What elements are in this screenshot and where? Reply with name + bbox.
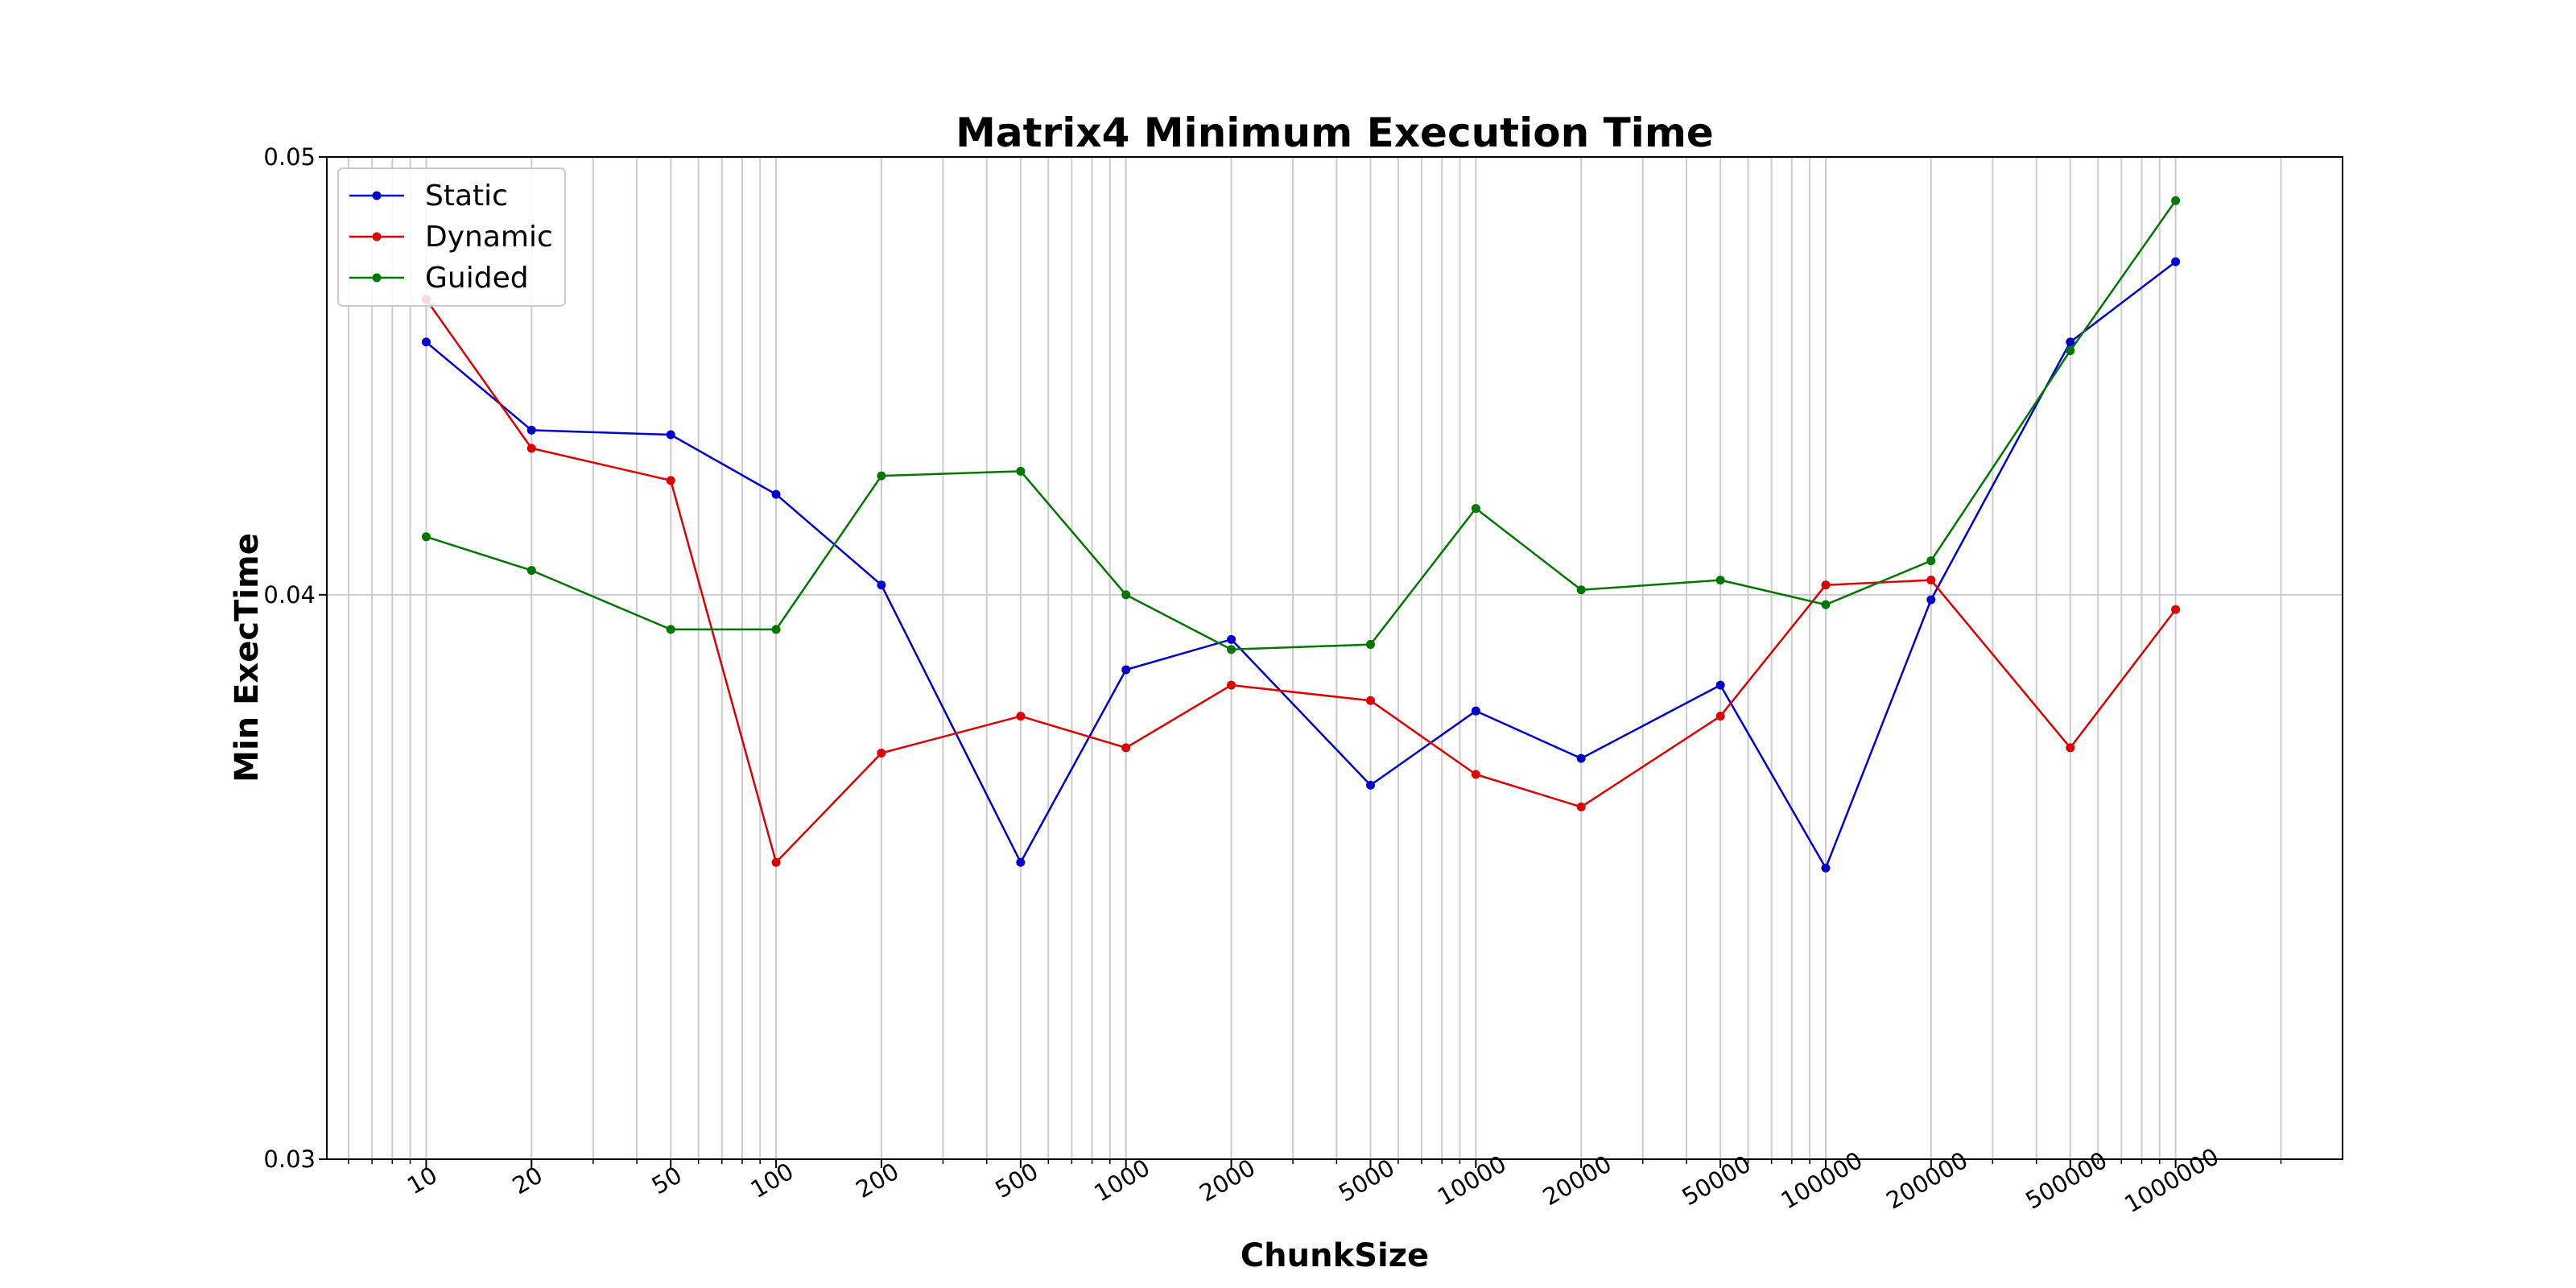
data-point-static <box>1715 680 1725 690</box>
x-tick-label: 50 <box>647 1161 687 1199</box>
legend-marker-dynamic <box>372 232 382 242</box>
data-point-static <box>1016 857 1026 867</box>
plot-area <box>326 156 2343 1160</box>
data-point-dynamic <box>1715 712 1725 721</box>
chart-title: Matrix4 Minimum Execution Time <box>956 109 1714 156</box>
data-point-guided <box>2066 346 2075 356</box>
data-point-guided <box>877 471 886 481</box>
data-point-dynamic <box>1576 802 1586 811</box>
x-tick-label: 1000000 <box>2120 1142 2223 1218</box>
legend: Static Dynamic Guided <box>337 167 566 307</box>
data-point-static <box>1227 634 1236 644</box>
data-point-guided <box>526 566 536 576</box>
series-line-static <box>425 261 2177 869</box>
x-tick-label: 20 <box>508 1161 547 1199</box>
data-point-guided <box>1715 576 1725 585</box>
legend-box <box>337 167 566 307</box>
legend-label-guided: Guided <box>425 262 529 295</box>
data-point-guided <box>1016 466 1026 476</box>
data-point-guided <box>1926 556 1936 566</box>
legend-label-static: Static <box>425 180 508 213</box>
y-tick-label: 0.03 <box>263 1146 316 1173</box>
data-point-static <box>2066 337 2075 347</box>
data-point-guided <box>771 625 781 634</box>
data-point-dynamic <box>1926 576 1936 585</box>
data-point-static <box>1121 665 1131 675</box>
data-point-static <box>877 580 886 590</box>
x-tick-label: 10 <box>402 1161 442 1199</box>
data-point-dynamic <box>1016 712 1026 721</box>
data-point-guided <box>421 532 431 542</box>
x-tick-label: 200000 <box>1881 1146 1972 1215</box>
data-point-dynamic <box>526 444 536 453</box>
y-tick-label: 0.04 <box>263 581 316 609</box>
data-point-dynamic <box>771 857 781 867</box>
data-point-dynamic <box>1821 580 1831 590</box>
legend-marker-static <box>372 191 382 200</box>
legend-marker-guided <box>372 273 382 283</box>
data-point-static <box>1471 706 1480 716</box>
data-point-static <box>1366 780 1376 790</box>
legend-label-dynamic: Dynamic <box>425 221 553 254</box>
data-point-guided <box>2171 196 2181 205</box>
data-point-guided <box>1366 640 1376 650</box>
data-point-guided <box>1471 504 1480 514</box>
series-lines <box>421 196 2181 873</box>
data-point-dynamic <box>1366 696 1376 705</box>
data-point-dynamic <box>2171 605 2181 614</box>
x-tick-label: 1000 <box>1089 1154 1154 1207</box>
series-line-dynamic <box>425 299 2177 864</box>
x-tick-label: 100 <box>746 1158 799 1203</box>
grid-lines <box>327 156 2343 1160</box>
data-point-guided <box>1576 585 1586 595</box>
data-point-static <box>1926 595 1936 605</box>
x-tick-label: 2000 <box>1195 1154 1260 1207</box>
data-point-static <box>1576 753 1586 763</box>
data-point-dynamic <box>1121 743 1131 753</box>
x-tick-label: 100000 <box>1777 1146 1868 1215</box>
data-point-guided <box>1121 590 1131 600</box>
y-axis-label: Min ExecTime <box>229 533 266 782</box>
x-tick-label: 5000 <box>1334 1154 1399 1207</box>
data-point-guided <box>666 625 675 634</box>
x-axis-label: ChunkSize <box>1241 1237 1429 1274</box>
data-point-static <box>1821 863 1831 873</box>
data-point-guided <box>1227 645 1236 654</box>
data-point-static <box>421 337 431 347</box>
data-point-dynamic <box>1227 680 1236 690</box>
data-point-guided <box>1821 600 1831 609</box>
data-point-static <box>526 425 536 435</box>
data-point-dynamic <box>877 748 886 758</box>
axis-ticks <box>319 156 2282 1168</box>
x-tick-label: 500000 <box>2021 1146 2112 1215</box>
series-line-guided <box>426 200 2177 651</box>
data-point-dynamic <box>2066 743 2075 753</box>
data-point-dynamic <box>666 476 675 485</box>
x-tick-label: 200 <box>851 1158 903 1203</box>
data-point-dynamic <box>1471 770 1480 779</box>
data-point-static <box>2171 257 2181 266</box>
y-tick-label: 0.05 <box>263 143 316 171</box>
data-point-static <box>771 489 781 499</box>
data-point-static <box>666 430 675 440</box>
x-tick-label: 500 <box>990 1158 1042 1203</box>
